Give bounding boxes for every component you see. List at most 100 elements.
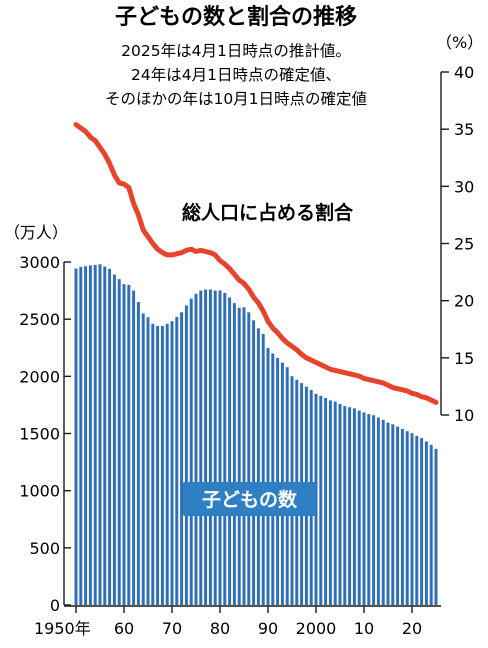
bar-1957: [108, 268, 112, 605]
chart-subtitle-line-2: 24年は4月1日時点の確定値、: [131, 66, 341, 84]
bar-1990: [266, 347, 270, 605]
bar-2018: [400, 428, 404, 605]
x-tick-label-2000: 2000: [296, 619, 337, 638]
bar-1979: [213, 290, 217, 605]
bar-1954: [93, 264, 97, 605]
bar-2010: [362, 412, 366, 605]
bar-1964: [141, 313, 145, 605]
bar-1987: [252, 320, 256, 605]
right-tick-label-30: 30: [454, 177, 474, 196]
bar-2014: [381, 419, 385, 605]
bar-1986: [247, 312, 251, 605]
bar-1966: [151, 323, 155, 605]
bar-1974: [189, 298, 193, 605]
x-axis: 1950年 60 70 80 90 2000 10 20: [34, 605, 441, 638]
bar-1952: [84, 266, 88, 605]
bar-1955: [98, 264, 102, 605]
bar-2015: [386, 422, 390, 605]
bar-1991: [271, 353, 275, 605]
bar-2009: [357, 410, 361, 605]
left-tick-label-0: 0: [50, 596, 60, 615]
bar-1968: [160, 326, 164, 605]
left-tick-label-1500: 1500: [19, 425, 60, 444]
chart-title: 子どもの数と割合の推移: [115, 4, 357, 30]
bar-1950: [74, 268, 78, 605]
bar-2024: [429, 444, 433, 605]
x-tick-label-1990: 90: [258, 619, 278, 638]
bar-1963: [136, 302, 140, 605]
bar-2021: [415, 435, 419, 605]
bar-2002: [324, 398, 328, 605]
bar-2016: [391, 424, 395, 605]
bar-2025: [434, 448, 438, 605]
left-axis: 0 500 1000 1500 2000 2500 3000: [19, 253, 71, 615]
left-tick-label-3000: 3000: [19, 253, 60, 272]
bar-2019: [405, 431, 409, 605]
x-tick-label-2010: 10: [354, 619, 374, 638]
bar-2022: [420, 438, 424, 605]
bar-1959: [117, 279, 121, 605]
bar-2017: [396, 426, 400, 605]
bar-1982: [228, 297, 232, 605]
bar-2003: [328, 400, 332, 605]
right-tick-label-20: 20: [454, 292, 474, 311]
bar-1975: [194, 293, 198, 605]
chart-header: 子どもの数と割合の推移 2025年は4月1日時点の推計値。 24年は4月1日時点…: [105, 4, 367, 108]
bar-1983: [232, 303, 236, 605]
bar-2006: [343, 406, 347, 605]
bar-1980: [218, 290, 222, 605]
bar-1956: [103, 266, 107, 605]
x-tick-label-1950: 1950年: [34, 619, 91, 638]
left-tick-label-500: 500: [29, 539, 60, 558]
bar-1967: [156, 326, 160, 605]
bar-2007: [348, 407, 352, 605]
left-tick-label-2000: 2000: [19, 367, 60, 386]
left-tick-label-1000: 1000: [19, 482, 60, 501]
bar-1981: [223, 292, 227, 605]
bar-1961: [127, 284, 131, 605]
bar-2005: [338, 403, 342, 605]
bar-1970: [170, 321, 174, 605]
x-tick-label-1970: 70: [162, 619, 182, 638]
bar-1985: [242, 307, 246, 605]
x-tick-label-1980: 80: [210, 619, 230, 638]
right-tick-label-25: 25: [454, 235, 474, 254]
right-tick-label-15: 15: [454, 349, 474, 368]
bar-2001: [319, 395, 323, 605]
bar-1953: [88, 265, 92, 605]
bar-2013: [376, 417, 380, 605]
bar-1976: [199, 290, 203, 605]
bar-1972: [180, 312, 184, 605]
bar-series-badge: 子どもの数: [183, 482, 316, 516]
bar-2020: [410, 433, 414, 605]
bar-1973: [184, 305, 188, 605]
bar-series-badge-background: [183, 482, 316, 516]
bar-1992: [276, 358, 280, 605]
bar-1960: [122, 284, 126, 605]
right-tick-label-35: 35: [454, 120, 474, 139]
bar-1962: [132, 290, 136, 605]
bar-1958: [112, 274, 116, 605]
bar-2011: [367, 414, 371, 605]
bar-1971: [175, 316, 179, 605]
chart-subtitle-line-3: そのほかの年は10月1日時点の確定値: [105, 90, 367, 108]
right-tick-label-40: 40: [454, 63, 474, 82]
ratio-line: [73, 122, 439, 405]
bar-series-label: 子どもの数: [202, 488, 298, 511]
children-bars: [74, 264, 438, 605]
chart-subtitle-line-1: 2025年は4月1日時点の推計値。: [121, 42, 351, 60]
x-tick-label-2020: 20: [402, 619, 422, 638]
right-tick-label-10: 10: [454, 406, 474, 425]
left-tick-label-2500: 2500: [19, 310, 60, 329]
x-tick-label-1960: 60: [114, 619, 134, 638]
right-axis-unit: （%）: [436, 33, 483, 52]
bar-1977: [204, 289, 208, 605]
bar-1978: [208, 289, 212, 605]
bar-2004: [333, 401, 337, 605]
bar-2012: [372, 415, 376, 605]
bar-2023: [424, 441, 428, 605]
bar-1969: [165, 323, 169, 605]
bar-1988: [256, 328, 260, 605]
bar-1989: [261, 334, 265, 605]
